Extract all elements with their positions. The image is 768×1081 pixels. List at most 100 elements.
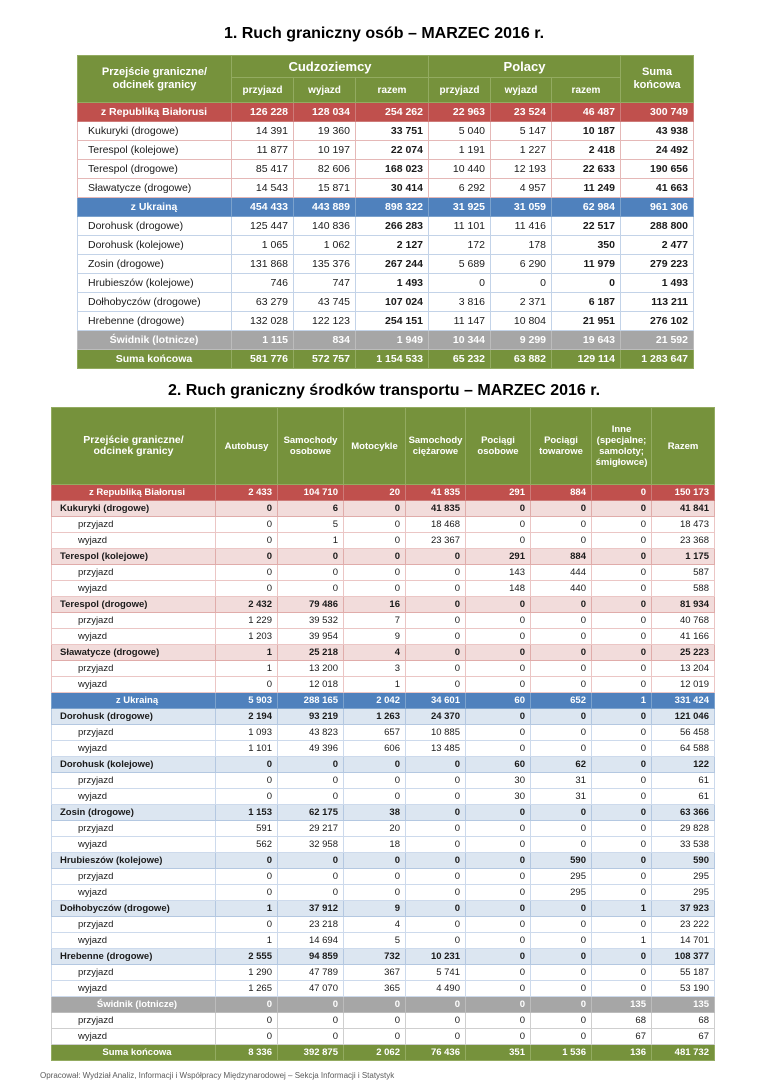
value-cell: 0 [530,980,592,997]
value-cell: 0 [591,820,652,837]
col-header-arrival: przyjazd [428,77,491,103]
value-cell: 0 [530,708,592,725]
value-cell: 20 [343,820,406,837]
value-cell: 0 [591,772,652,789]
value-cell: 288 800 [620,216,694,236]
value-cell: 0 [465,916,531,933]
value-cell: 29 217 [277,820,344,837]
table-row: przyjazd 1 229 39 532 7 0 0 0 0 40 768 [51,612,715,629]
value-cell: 367 [343,964,406,981]
value-cell: 63 366 [651,804,715,821]
table-row: wyjazd 1 203 39 954 9 0 0 0 0 41 166 [51,628,715,645]
value-cell: 0 [591,708,652,725]
row-label: Dorohusk (kolejowe) [77,235,232,255]
value-cell: 23 368 [651,532,715,549]
col-header-crossing: Przejście graniczne/ odcinek granicy [51,407,216,485]
value-cell: 1 191 [428,140,491,160]
value-cell: 0 [405,820,466,837]
table1-header: Przejście graniczne/ odcinek granicy Cud… [77,55,694,103]
row-label: z Republiką Białorusi [51,484,216,501]
value-cell: 31 059 [490,197,552,217]
value-cell: 23 367 [405,532,466,549]
value-cell: 0 [405,548,466,565]
value-cell: 0 [530,596,592,613]
value-cell: 4 [343,916,406,933]
value-cell: 0 [277,996,344,1013]
row-label: przyjazd [51,724,216,741]
value-cell: 22 074 [355,140,429,160]
value-cell: 0 [530,804,592,821]
value-cell: 10 885 [405,724,466,741]
value-cell: 1 175 [651,548,715,565]
value-cell: 0 [530,500,592,517]
value-cell: 444 [530,564,592,581]
value-cell: 0 [277,580,344,597]
value-cell: 2 432 [215,596,278,613]
value-cell: 41 841 [651,500,715,517]
value-cell: 2 062 [343,1044,406,1061]
value-cell: 128 034 [293,102,356,122]
value-cell: 0 [405,564,466,581]
value-cell: 279 223 [620,254,694,274]
value-cell: 108 377 [651,948,715,965]
row-label: wyjazd [51,836,216,853]
value-cell: 0 [215,788,278,805]
value-cell: 0 [343,996,406,1013]
table-row: Terespol (drogowe) 85 417 82 606 168 023 10 … [77,159,694,179]
table2-header: Przejście graniczne/ odcinek granicy Aut… [51,407,715,485]
value-cell: 1 [215,660,278,677]
value-cell: 94 859 [277,948,344,965]
col-header-grand-sum: Suma końcowa [620,55,694,103]
value-cell: 0 [591,660,652,677]
value-cell: 0 [591,596,652,613]
row-label: przyjazd [51,964,216,981]
value-cell: 49 396 [277,740,344,757]
row-label: Dołhobyczów (drogowe) [51,900,216,917]
value-cell: 190 656 [620,159,694,179]
value-cell: 0 [215,996,278,1013]
value-cell: 0 [215,916,278,933]
value-cell: 350 [551,235,621,255]
value-cell: 148 [465,580,531,597]
row-label: przyjazd [51,516,216,533]
table-row: z Republiką Białorusi 2 433 104 710 20 41 83… [51,484,715,501]
value-cell: 60 [465,756,531,773]
value-cell: 3 816 [428,292,491,312]
value-cell: 0 [277,788,344,805]
value-cell: 587 [651,564,715,581]
col-header-motorcycles: Motocykle [343,407,406,485]
value-cell: 0 [343,580,406,597]
value-cell: 590 [651,852,715,869]
col-header-passenger-cars: Samochody osobowe [277,407,344,485]
value-cell: 2 127 [355,235,429,255]
table-row: Hrebenne (drogowe) 2 555 94 859 732 10 231 0 0… [51,948,715,965]
value-cell: 168 023 [355,159,429,179]
value-cell: 34 601 [405,692,466,709]
value-cell: 295 [530,868,592,885]
table-row: Suma końcowa 581 776 572 757 1 154 533 65 23… [77,349,694,369]
value-cell: 0 [591,532,652,549]
value-cell: 0 [591,580,652,597]
value-cell: 30 414 [355,178,429,198]
value-cell: 41 166 [651,628,715,645]
value-cell: 0 [591,724,652,741]
value-cell: 2 371 [490,292,552,312]
value-cell: 12 018 [277,676,344,693]
value-cell: 53 190 [651,980,715,997]
value-cell: 60 [465,692,531,709]
value-cell: 22 633 [551,159,621,179]
table-row: Dorohusk (kolejowe) 0 0 0 0 60 62 0 122 [51,756,715,773]
value-cell: 961 306 [620,197,694,217]
value-cell: 3 [343,660,406,677]
row-label: przyjazd [51,1012,216,1029]
value-cell: 0 [490,273,552,293]
value-cell: 0 [530,644,592,661]
table-row: Kukuryki (drogowe) 0 6 0 41 835 0 0 0 41 841 [51,500,715,517]
row-label: wyjazd [51,532,216,549]
value-cell: 295 [530,884,592,901]
value-cell: 11 979 [551,254,621,274]
value-cell: 132 028 [231,311,294,331]
value-cell: 0 [405,676,466,693]
value-cell: 0 [215,516,278,533]
col-header-trucks: Samochody ciężarowe [405,407,466,485]
